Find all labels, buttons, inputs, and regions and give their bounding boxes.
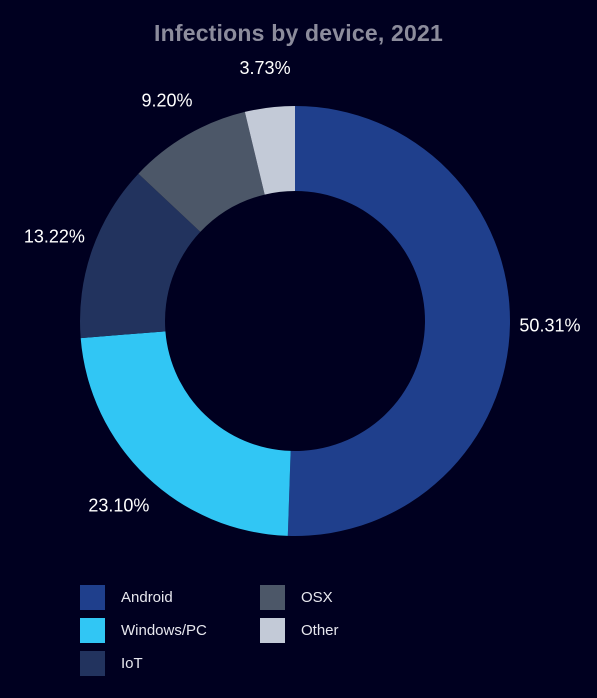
donut-slices [79, 106, 510, 536]
chart-title: Infections by device, 2021 [154, 20, 443, 46]
legend-swatch-osx [260, 584, 285, 610]
legend-swatch-other [260, 617, 285, 643]
data-label-android: 50.31% [519, 315, 580, 335]
data-label-windows-pc: 23.10% [88, 495, 149, 515]
donut-slice-osx [138, 111, 265, 232]
legend-label-android: Android [121, 588, 173, 606]
legend-item-other: Other [260, 617, 339, 643]
legend-label-osx: OSX [301, 588, 333, 606]
donut-slice-labels: 50.31% 23.10% 13.22% 9.20% 3.73% [24, 58, 581, 516]
legend-item-osx: OSX [260, 584, 333, 610]
data-label-iot: 13.22% [24, 227, 85, 247]
legend-swatch-iot [80, 650, 105, 676]
data-label-other: 3.73% [240, 58, 291, 78]
legend-label-iot: IoT [121, 654, 143, 672]
legend-item-iot: IoT [80, 650, 143, 676]
donut-slice-windows-pc [80, 331, 291, 536]
legend-swatch-windows-pc [80, 617, 105, 643]
data-label-osx: 9.20% [142, 90, 193, 110]
donut-slice-android [287, 106, 510, 536]
legend-label-windows-pc: Windows/PC [121, 621, 207, 639]
legend-swatch-android [80, 584, 105, 610]
legend-item-windows-pc: Windows/PC [80, 617, 207, 643]
legend-item-android: Android [80, 584, 173, 610]
legend-label-other: Other [301, 621, 339, 639]
donut-slice-iot [79, 173, 201, 339]
donut-slice-other [244, 106, 295, 195]
